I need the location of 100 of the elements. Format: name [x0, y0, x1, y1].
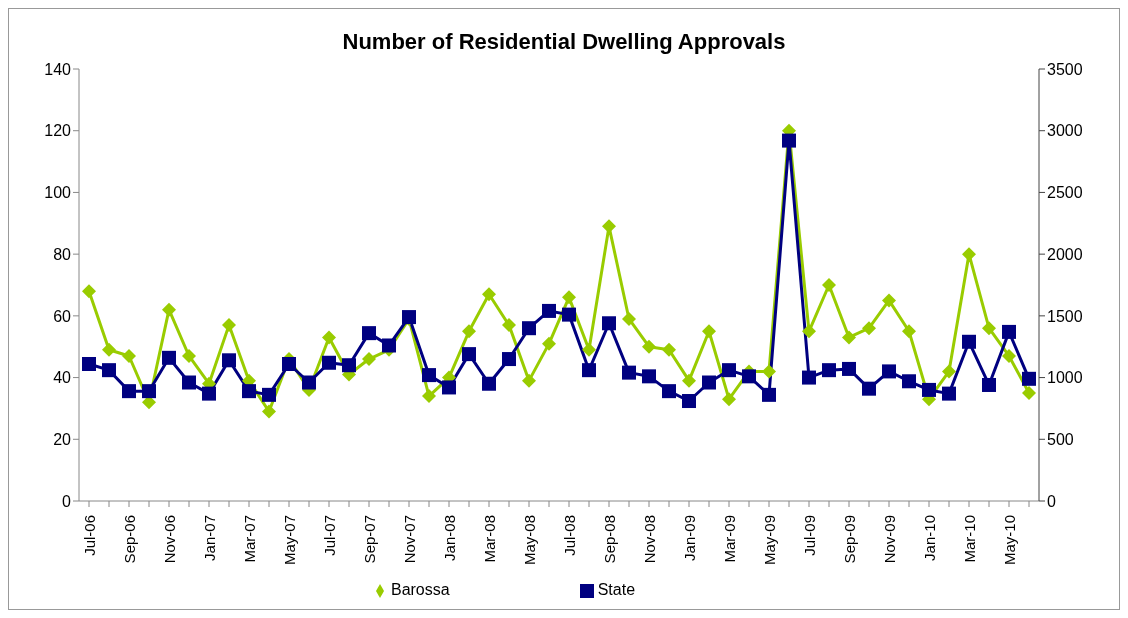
y-tick-label: 20 [53, 430, 72, 448]
x-tick-label: Jan-10 [920, 515, 938, 561]
point [482, 287, 496, 302]
point [102, 342, 116, 357]
point [102, 363, 116, 378]
point [422, 389, 436, 404]
point [682, 394, 696, 409]
point [182, 375, 196, 390]
point [322, 355, 336, 370]
point [222, 318, 236, 333]
point [1002, 324, 1016, 339]
point [662, 384, 676, 399]
x-tick-label: Nov-06 [160, 515, 178, 564]
x-tick-label: Jan-07 [200, 515, 218, 561]
point [642, 339, 656, 354]
point [782, 133, 796, 148]
point [1022, 386, 1036, 400]
point [122, 384, 136, 399]
chart-title: Number of Residential Dwelling Approvals [341, 28, 787, 56]
x-tick-label: May-09 [760, 515, 778, 566]
y2-tick-label: 1000 [1047, 369, 1083, 387]
x-tick-label: Jul-09 [800, 515, 818, 556]
x-tick-label: Mar-07 [240, 515, 258, 563]
point [822, 278, 836, 292]
point [882, 293, 896, 308]
point [262, 387, 276, 402]
point [1002, 348, 1016, 363]
y2-tick-label: 0 [1047, 492, 1056, 510]
y-tick-label: 120 [44, 122, 72, 140]
y-tick-label: 0 [62, 492, 72, 510]
y2-tick-label: 500 [1047, 430, 1074, 448]
point [722, 392, 736, 407]
y2-tick-label: 3000 [1047, 122, 1083, 140]
point [722, 363, 736, 378]
point [242, 384, 256, 399]
point [922, 382, 936, 397]
point [802, 324, 816, 339]
x-tick-label: Jan-09 [680, 515, 698, 561]
point [302, 375, 316, 390]
point [442, 380, 456, 395]
point [662, 342, 676, 357]
point [822, 363, 836, 378]
point [602, 316, 616, 331]
x-tick-label: Jul-08 [560, 515, 578, 556]
point [842, 361, 856, 376]
point [702, 324, 716, 339]
point [582, 363, 596, 378]
point [902, 324, 916, 339]
point [482, 376, 496, 391]
point [962, 334, 976, 349]
point [542, 336, 556, 351]
x-tick-label: May-10 [1000, 515, 1018, 566]
point [82, 356, 96, 371]
point [362, 326, 376, 341]
y-tick-label: 100 [44, 184, 72, 202]
point [282, 356, 296, 371]
point [982, 321, 996, 336]
point [382, 338, 396, 353]
point [642, 369, 656, 384]
y-tick-label: 80 [53, 245, 72, 263]
point [862, 321, 876, 336]
point [862, 381, 876, 396]
point [82, 284, 96, 299]
point [362, 352, 376, 367]
point [162, 302, 176, 317]
point [142, 384, 156, 399]
point [942, 364, 956, 379]
x-tick-label: Jan-08 [440, 515, 458, 561]
point [342, 358, 356, 373]
point [762, 387, 776, 402]
point [562, 307, 576, 322]
point [742, 369, 756, 384]
point [262, 404, 276, 419]
x-tick-label: Nov-08 [640, 515, 658, 564]
point [462, 347, 476, 362]
point [802, 370, 816, 385]
point [522, 373, 536, 388]
x-tick-label: Sep-08 [600, 515, 618, 564]
y-tick-label: 60 [53, 307, 72, 325]
legend-label: Barossa [390, 581, 450, 598]
point [1022, 371, 1036, 386]
point [622, 311, 636, 326]
point [522, 321, 536, 336]
x-tick-label: Nov-07 [400, 515, 418, 564]
point [882, 364, 896, 379]
point [682, 373, 696, 388]
x-tick-label: Mar-08 [480, 515, 498, 563]
x-tick-label: Jul-07 [320, 515, 338, 556]
x-tick-label: Mar-09 [720, 515, 738, 563]
x-tick-label: May-07 [280, 515, 298, 566]
x-tick-label: Sep-06 [120, 515, 138, 564]
point [502, 352, 516, 367]
point [942, 386, 956, 401]
point [902, 374, 916, 389]
point [542, 303, 556, 318]
point [502, 318, 516, 333]
point [422, 368, 436, 383]
x-tick-label: Jul-06 [80, 515, 98, 556]
y2-tick-label: 3500 [1047, 60, 1083, 78]
point [202, 386, 216, 401]
